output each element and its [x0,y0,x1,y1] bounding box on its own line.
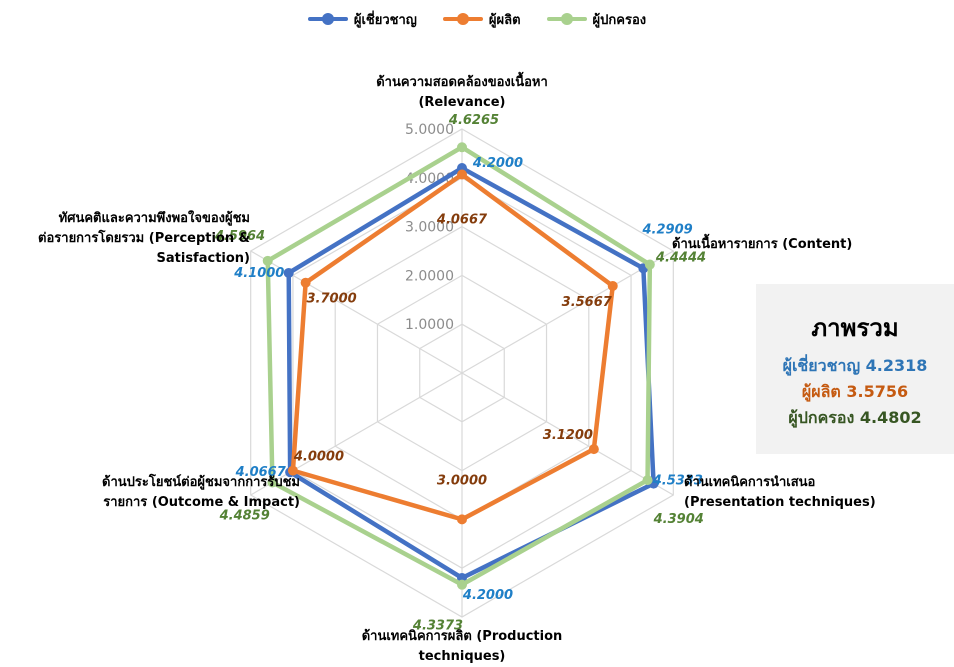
data-label-s2-a5: 4.5964 [214,229,265,244]
legend: ผู้เชี่ยวชาญ ผู้ผลิต ผู้ปกครอง [0,6,954,32]
data-label-s1-a3: 3.0000 [437,473,487,488]
legend-label-parents: ผู้ปกครอง [592,12,647,28]
legend-label-experts: ผู้เชี่ยวชาญ [353,12,417,28]
r-tick-label: 5.0000 [405,122,454,138]
series-point-0-5 [283,267,294,278]
data-label-s2-a2: 4.3904 [653,512,704,527]
data-label-s1-a2: 3.1200 [543,428,593,443]
data-label-s2-a1: 4.4444 [655,251,706,266]
axis-label-3: ด้านเทคนิคการผลิต (Production techniques) [362,628,563,664]
axis-label-line: ทัศนคติและความพึงพอใจของผู้ชม [59,209,250,226]
series-point-2-5 [262,255,273,266]
summary-title: ภาพรวม [811,314,899,342]
series-point-1-5 [300,277,311,288]
axis-label-4: ด้านประโยชน์ต่อผู้ชมจากการรับชมรายการ (O… [102,473,300,510]
summary-box: ภาพรวม ผู้เชี่ยวชาญ 4.2318 ผู้ผลิต 3.575… [756,284,954,454]
legend-item-experts: ผู้เชี่ยวชาญ [307,6,417,32]
axis-label-line: ด้านเนื้อหารายการ (Content) [672,233,852,252]
axis-label-0: ด้านความสอดคล้องของเนื้อหา (Relevance) [376,71,548,110]
series-point-2-2 [642,475,653,486]
legend-swatch-parents [546,13,587,25]
series-point-1-0 [457,169,467,180]
summary-line-producers: ผู้ผลิต 3.5756 [801,382,909,401]
data-label-s0-a0: 4.2000 [472,156,523,171]
legend-swatch-experts [307,13,348,25]
r-tick-label: 1.0000 [405,317,454,333]
axis-label-line: ด้านประโยชน์ต่อผู้ชมจากการรับชม [102,473,300,490]
data-label-s2-a4: 4.4859 [219,508,270,523]
axis-label-line: ด้านเทคนิคการนำเสนอ [684,474,815,490]
legend-label-producers: ผู้ผลิต [488,12,521,28]
summary-line-experts: ผู้เชี่ยวชาญ 4.2318 [782,356,928,375]
data-label-s2-a3: 4.3373 [412,619,463,634]
axis-label-2: ด้านเทคนิคการนำเสนอ (Presentation techniq… [684,474,876,510]
axis-label-line: Satisfaction) [157,251,250,266]
axis-label-line: ด้านเทคนิคการผลิต (Production [362,628,563,644]
data-label-s0-a5: 4.1000 [233,266,284,281]
series-point-1-2 [588,444,599,455]
axis-label-1: ด้านเนื้อหารายการ (Content) [672,233,852,252]
axis-label-line: (Presentation techniques) [684,495,876,510]
series-point-2-1 [644,259,655,270]
data-label-s0-a2: 4.5333 [652,474,703,489]
data-label-s1-a1: 3.5667 [562,295,613,310]
series-point-1-1 [607,280,618,291]
series-point-2-3 [457,579,467,590]
axis-spoke-2 [461,372,674,496]
summary-line-parents: ผู้ปกครอง 4.4802 [788,408,922,427]
axis-label-line: techniques) [419,649,506,664]
r-tick-label: 3.0000 [405,220,454,236]
data-label-s0-a4: 4.0667 [235,465,287,480]
series-point-2-0 [457,142,467,153]
axis-label-line: (Relevance) [418,95,505,110]
data-label-s0-a1: 4.2909 [642,222,693,237]
legend-item-producers: ผู้ผลิต [442,6,521,32]
axis-spoke-1 [461,250,674,374]
axis-label-line: ด้านความสอดคล้องของเนื้อหา [376,71,548,90]
axis-label-line: รายการ (Outcome & Impact) [103,495,300,510]
data-label-s2-a0: 4.6265 [448,113,499,128]
axis-label-line: ต่อรายการโดยรวม (Perception & [38,229,250,246]
legend-item-parents: ผู้ปกครอง [546,6,647,32]
series-point-1-3 [457,514,467,525]
axis-label-5: ทัศนคติและความพึงพอใจของผู้ชมต่อรายการโด… [38,209,250,266]
data-label-s0-a3: 4.2000 [462,588,513,603]
r-tick-label: 2.0000 [405,268,454,284]
series-point-1-4 [287,465,298,476]
data-label-s1-a4: 4.0000 [293,450,344,465]
legend-swatch-producers [442,13,483,25]
data-label-s1-a0: 4.0667 [436,213,488,228]
series-point-2-4 [267,477,278,488]
data-label-s1-a5: 3.7000 [307,292,357,307]
